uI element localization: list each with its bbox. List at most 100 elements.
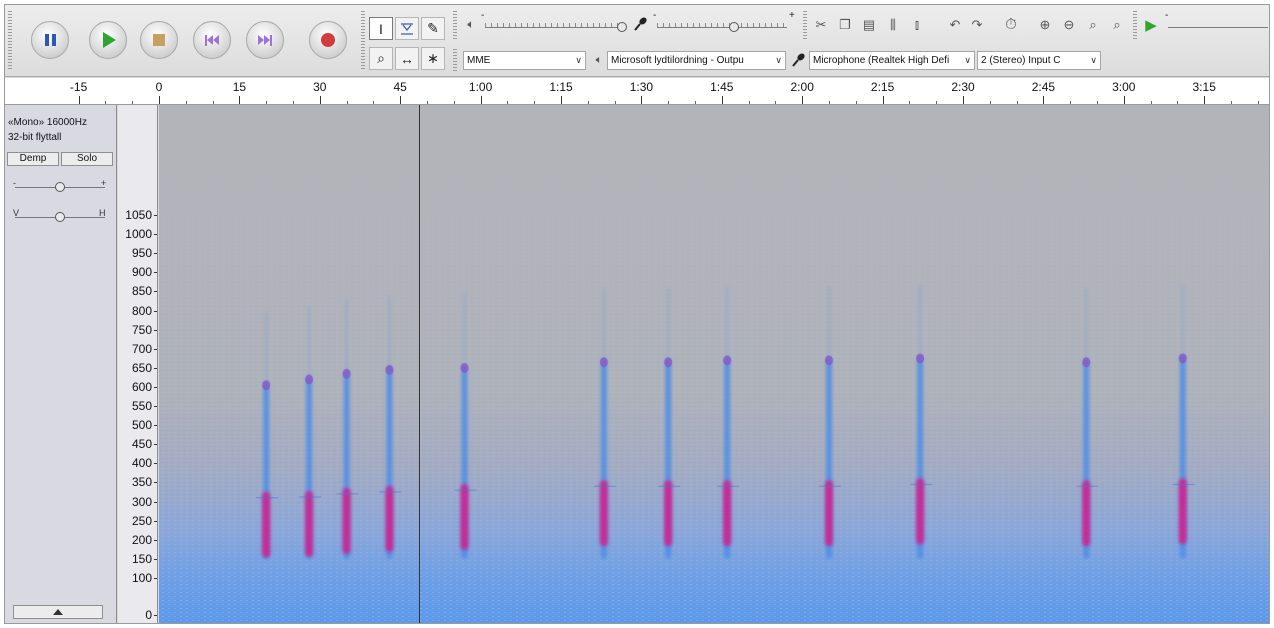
device-grip[interactable] <box>453 49 457 71</box>
ruler-major-tick <box>1204 96 1206 104</box>
undo-button[interactable]: ↶ <box>945 15 965 35</box>
undo-icon: ↶ <box>949 17 961 32</box>
background-noise <box>159 105 1269 623</box>
playback-level-knob[interactable] <box>617 22 627 32</box>
ruler-minor-tick <box>266 101 268 104</box>
call-layer <box>256 284 1195 559</box>
track-sample-format-label: 32-bit flyttall <box>8 132 62 143</box>
playback-level-slider[interactable] <box>485 27 625 28</box>
input-channels-select[interactable]: 2 (Stereo) Input C ∨ <box>977 51 1101 70</box>
record-button[interactable] <box>309 21 347 59</box>
input-device-value: Microphone (Realtek High Defi <box>813 55 950 66</box>
gain-knob[interactable] <box>55 182 65 192</box>
play-speed-slider[interactable] <box>1168 27 1268 28</box>
ruler-minor-tick <box>587 101 589 104</box>
call-top <box>342 368 351 379</box>
tools-grip[interactable] <box>361 11 365 69</box>
scale-label: 450 <box>131 437 152 452</box>
draw-tool[interactable]: ✎ <box>421 17 445 40</box>
pause-button[interactable] <box>31 21 69 59</box>
record-level-slider[interactable] <box>657 27 787 28</box>
call-faint-tail <box>602 288 606 359</box>
call-2[interactable] <box>299 305 322 559</box>
call-peak <box>1178 478 1187 545</box>
scale-tick <box>154 310 157 312</box>
skip-to-end-button[interactable] <box>246 21 284 59</box>
trim-button[interactable]: ⫼ <box>883 15 903 35</box>
call-faint-tail <box>1084 288 1088 359</box>
zoom-tool[interactable]: ⌕ <box>369 47 393 70</box>
fit-project-button[interactable]: ⌕ <box>1107 15 1127 35</box>
call-top <box>599 357 608 368</box>
arrows-horizontal-icon: ↔ <box>400 50 414 67</box>
host-select[interactable]: MME ∨ <box>463 51 586 70</box>
mute-button[interactable]: Demp <box>7 152 59 166</box>
scale-tick <box>154 444 157 446</box>
gain-slider[interactable]: - + <box>13 178 106 192</box>
scale-tick <box>154 329 157 331</box>
ruler-minor-tick <box>936 101 938 104</box>
stop-button[interactable] <box>140 21 178 59</box>
input-device-select[interactable]: Microphone (Realtek High Defi ∨ <box>809 51 975 70</box>
ruler-label: 2:00 <box>790 80 814 94</box>
copy-button[interactable]: ❐ <box>835 15 855 35</box>
call-5[interactable] <box>454 294 477 559</box>
output-device-select[interactable]: Microsoft lydtilordning - Outpu ∨ <box>607 51 786 70</box>
call-4[interactable] <box>379 295 402 559</box>
frequency-scale[interactable]: 1050 1000 950 900 850 800 750 700 650 600 550 500 45… <box>118 105 158 623</box>
cut-button[interactable]: ✂ <box>811 15 831 35</box>
call-11[interactable] <box>1076 288 1099 559</box>
scale-label: 650 <box>131 360 152 375</box>
call-peak <box>460 484 469 551</box>
multi-tool[interactable]: ∗ <box>421 47 445 70</box>
fit-selection-button[interactable]: ⌕ <box>1083 15 1103 35</box>
zoom-out-button[interactable]: ⊖ <box>1059 15 1079 35</box>
speaker-icon: 🔈︎ <box>595 53 603 66</box>
toolbar-grip[interactable] <box>8 11 12 69</box>
zoom-in-button[interactable]: ⊕ <box>1035 15 1055 35</box>
call-9[interactable] <box>819 286 841 559</box>
meter-grip[interactable] <box>453 11 457 39</box>
scale-label: 400 <box>131 456 152 471</box>
spectrogram-view[interactable] <box>159 105 1269 623</box>
sync-lock-button[interactable]: ⏱ <box>1001 14 1021 34</box>
call-1[interactable] <box>256 311 279 559</box>
skip-to-start-button[interactable] <box>193 21 231 59</box>
ruler-minor-tick <box>695 101 696 104</box>
envelope-tool[interactable] <box>395 17 419 40</box>
ruler-major-tick <box>721 96 723 104</box>
ruler-minor-tick <box>909 101 911 104</box>
paste-button[interactable]: ▤ <box>859 15 879 35</box>
call-10[interactable] <box>910 284 933 559</box>
record-level-knob[interactable] <box>729 22 739 32</box>
call-peak <box>599 480 608 547</box>
collapse-track-button[interactable] <box>13 605 103 619</box>
pan-knob[interactable] <box>55 212 65 222</box>
ruler-minor-tick <box>1070 101 1072 104</box>
call-7[interactable] <box>658 288 681 559</box>
selection-tool[interactable]: I <box>369 17 393 40</box>
call-8[interactable] <box>717 286 740 559</box>
call-6[interactable] <box>593 288 616 559</box>
redo-button[interactable]: ↷ <box>967 15 987 35</box>
playback-cursor[interactable] <box>419 105 420 623</box>
timeline-ruler[interactable]: -15 0 15 30 45 1:00 1:15 1:30 1:45 2:00 2:15 2:30 2:… <box>5 78 1269 105</box>
scale-tick <box>154 463 157 465</box>
scale-label: 550 <box>131 399 152 414</box>
play-at-speed-button[interactable]: ▶ <box>1141 15 1161 35</box>
solo-button[interactable]: Solo <box>61 152 113 166</box>
silence-button[interactable]: ⫾ <box>907 15 927 35</box>
scale-tick <box>154 520 157 522</box>
edit-grip[interactable] <box>803 11 807 39</box>
play-button[interactable] <box>89 21 127 59</box>
track-control-panel[interactable]: «Mono» 16000Hz 32-bit flyttall Demp Solo… <box>5 105 117 623</box>
call-12[interactable] <box>1172 284 1195 559</box>
call-3[interactable] <box>336 299 359 559</box>
call-faint-tail <box>827 286 831 357</box>
play-at-speed-grip[interactable] <box>1133 11 1137 39</box>
ruler-label: 1:15 <box>549 80 573 94</box>
pan-slider[interactable]: V H <box>13 208 106 222</box>
time-shift-tool[interactable]: ↔ <box>395 47 419 70</box>
scale-label: 700 <box>131 341 152 356</box>
